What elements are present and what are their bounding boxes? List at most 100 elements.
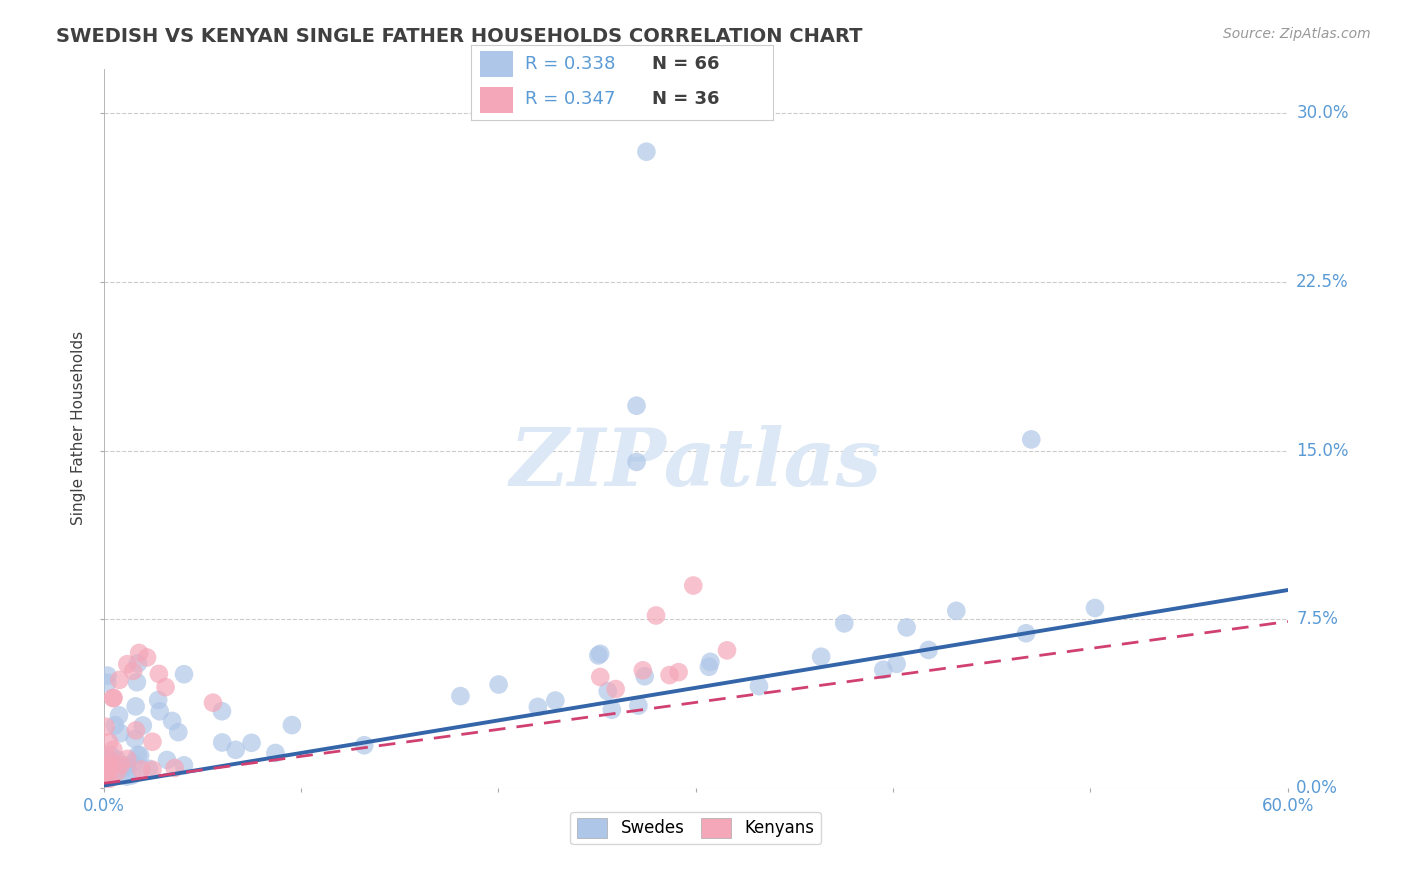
Point [748,679,770,693]
Point [1015,626,1038,640]
Text: 15.0%: 15.0% [1296,442,1348,459]
Point [136,650,159,665]
Point [94,762,117,776]
Text: N = 36: N = 36 [652,90,720,108]
Point [163,761,186,775]
FancyBboxPatch shape [479,52,513,78]
Point [96,668,118,682]
Point [104,718,127,732]
Point [149,704,172,718]
Point [110,758,132,772]
Point [96,753,118,767]
Point [98,735,121,749]
Text: 0.0%: 0.0% [1296,779,1339,797]
Point [810,649,832,664]
Point [105,752,128,766]
Y-axis label: Single Father Households: Single Father Households [72,331,86,525]
Point [626,455,648,469]
Point [160,714,183,728]
Point [211,704,233,718]
Point [100,748,122,763]
Text: N = 66: N = 66 [652,55,720,73]
Point [834,616,856,631]
Point [173,667,195,681]
Point [886,657,908,671]
Point [127,657,149,671]
Point [127,747,149,762]
Point [1019,433,1042,447]
Point [122,756,145,770]
Point [527,699,550,714]
Text: ZIPatlas: ZIPatlas [509,425,882,503]
Point [98,772,121,786]
Point [167,725,190,739]
Point [108,673,131,687]
Point [627,698,650,713]
Point [104,767,127,781]
Point [97,751,120,765]
Point [94,758,117,772]
Point [124,731,146,746]
Point [682,578,704,592]
Point [631,663,654,677]
Point [125,723,148,738]
Point [122,664,145,678]
Point [626,399,648,413]
Point [872,663,894,677]
Point [117,758,139,772]
Point [97,756,120,770]
Point [201,696,224,710]
Point [697,660,720,674]
Text: 7.5%: 7.5% [1296,610,1339,628]
Point [658,668,681,682]
Point [125,675,148,690]
Point [141,735,163,749]
Point [716,643,738,657]
Point [645,608,668,623]
Text: Source: ZipAtlas.com: Source: ZipAtlas.com [1223,27,1371,41]
Point [141,763,163,777]
Point [94,765,117,780]
Point [103,742,125,756]
Point [544,693,567,707]
Point [488,677,510,691]
Point [589,670,612,684]
Point [896,620,918,634]
Point [96,675,118,690]
Text: R = 0.338: R = 0.338 [526,55,616,73]
Point [699,655,721,669]
Point [281,718,304,732]
Point [600,703,623,717]
Text: R = 0.347: R = 0.347 [526,90,616,108]
Point [132,718,155,732]
Point [103,690,125,705]
Point [211,735,233,749]
Text: 22.5%: 22.5% [1296,273,1348,291]
Point [156,753,179,767]
Point [128,646,150,660]
Point [146,693,169,707]
Point [668,665,690,680]
Point [605,681,627,696]
Point [110,726,132,740]
Point [634,669,657,683]
Point [945,604,967,618]
Point [98,760,121,774]
Point [138,762,160,776]
Point [353,738,375,752]
Point [917,643,939,657]
Point [449,689,471,703]
Point [173,758,195,772]
Text: 30.0%: 30.0% [1296,104,1348,122]
Point [1084,601,1107,615]
Point [115,752,138,766]
Text: SWEDISH VS KENYAN SINGLE FATHER HOUSEHOLDS CORRELATION CHART: SWEDISH VS KENYAN SINGLE FATHER HOUSEHOL… [56,27,863,45]
Point [636,145,658,159]
Point [225,743,247,757]
Point [129,748,152,763]
Point [588,648,610,663]
Point [129,763,152,777]
Point [155,680,177,694]
Point [148,666,170,681]
Point [115,760,138,774]
